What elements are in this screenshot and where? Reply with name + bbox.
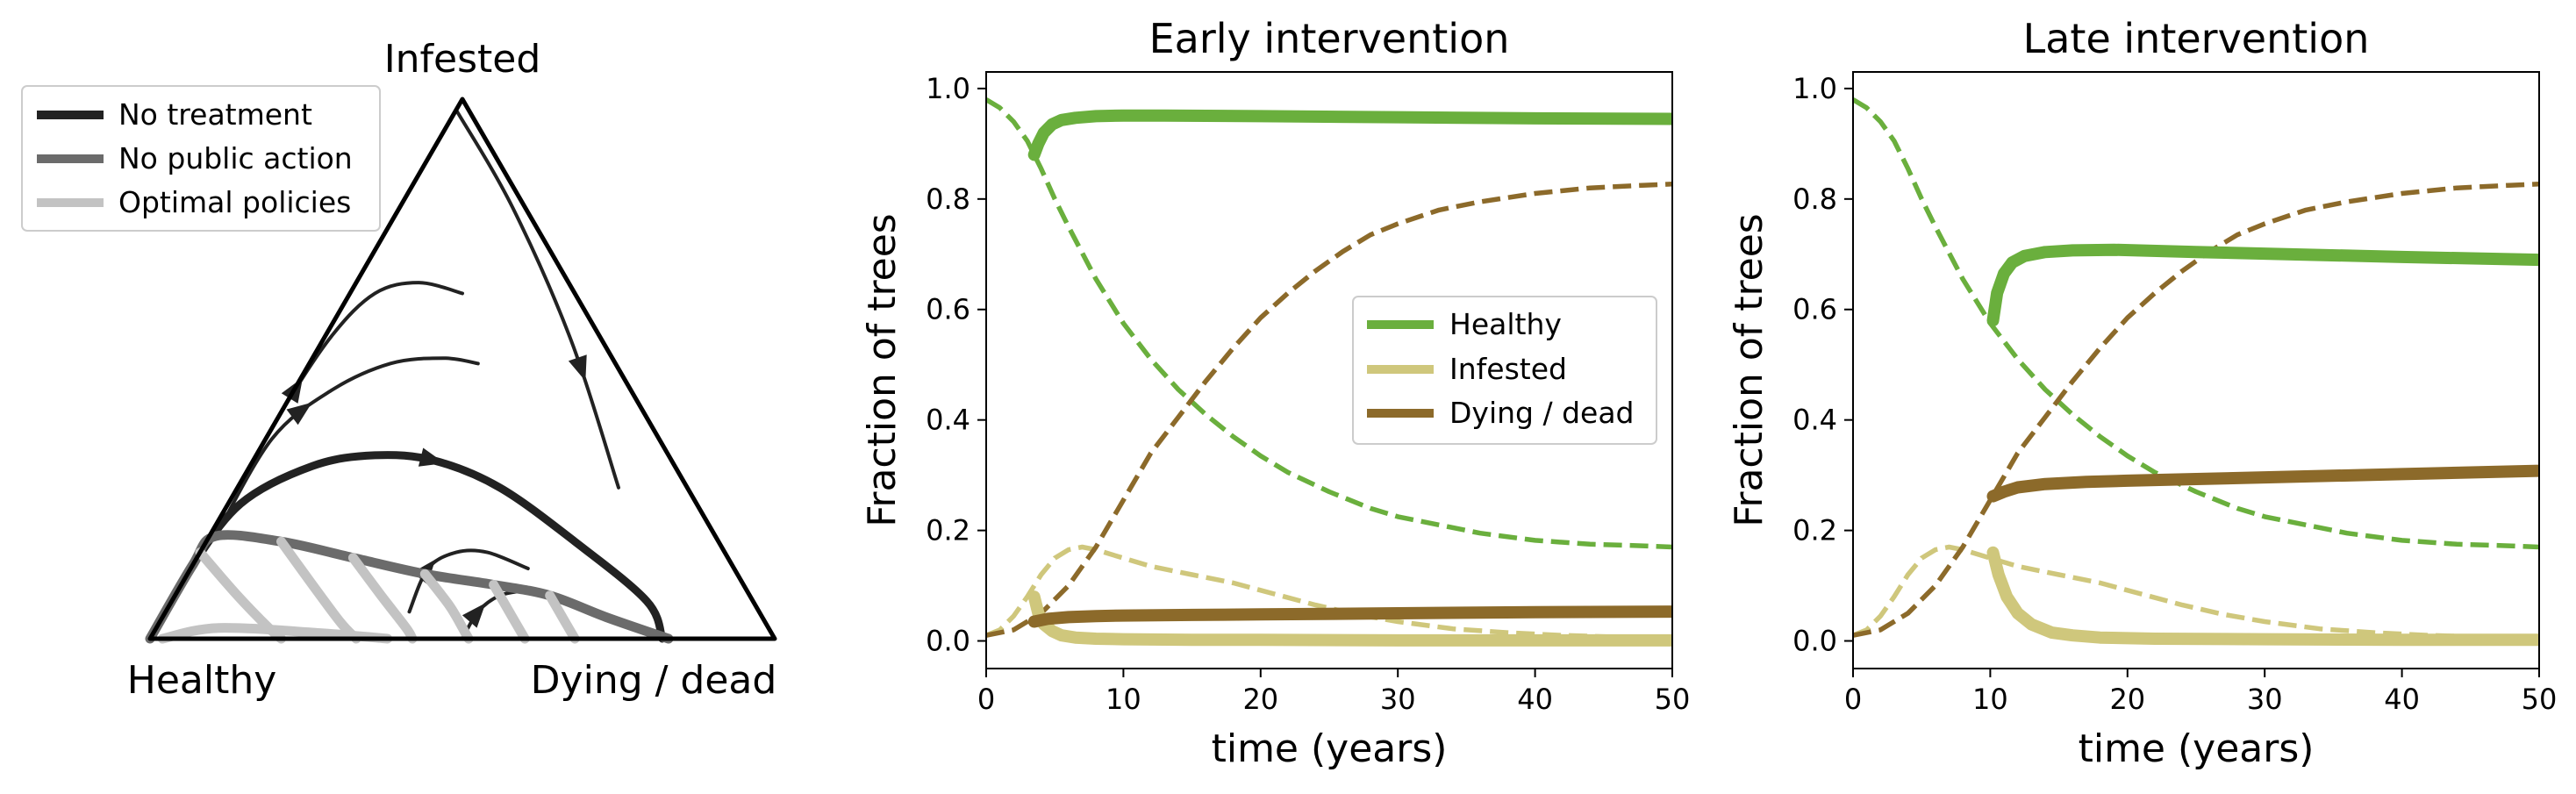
ternary-trajectory	[195, 547, 286, 644]
x-tick-label: 20	[2109, 683, 2145, 716]
legend-label-no-treatment: No treatment	[118, 97, 312, 132]
x-tick-label: 0	[977, 683, 995, 716]
x-tick-label: 30	[1380, 683, 1416, 716]
early-series	[986, 97, 1672, 647]
ternary-trajectory	[545, 590, 580, 644]
x-tick-label: 30	[2247, 683, 2283, 716]
y-tick-label: 0.2	[1792, 514, 1837, 547]
series-line-dying-solid	[1986, 464, 2539, 503]
y-tick-label: 1.0	[926, 72, 970, 105]
ternary-trajectory	[454, 108, 620, 490]
x-tick-label: 0	[1844, 683, 1862, 716]
axes-frame-late	[1852, 71, 2540, 669]
series-line-healthy-solid	[1986, 243, 2539, 327]
series-line-infested-solid	[1986, 546, 2539, 647]
ternary-legend: No treatment No public action Optimal po…	[21, 85, 381, 232]
legend-label-no-public-action: No public action	[118, 141, 353, 175]
late-intervention-chart: Late intervention 0 10 20 30 40 50 0.0 0.2 0.4 0.…	[1727, 15, 2557, 771]
legend-label-dying-dead: Dying / dead	[1449, 396, 1635, 430]
vertex-label-healthy: Healthy	[127, 658, 277, 703]
y-tick-label: 1.0	[1792, 72, 1837, 105]
legend-label-optimal-policies: Optimal policies	[118, 185, 351, 219]
y-tick-label: 0.2	[926, 514, 970, 547]
ternary-legend-box	[21, 85, 381, 232]
series-line-infested-dashed	[986, 544, 1672, 641]
early-intervention-chart: Early intervention 0 10 20 30 40 500.00.20.40…	[860, 15, 1690, 771]
y-tick-label: 0.0	[1792, 625, 1837, 658]
chart-title-early: Early intervention	[1149, 15, 1510, 62]
ternary-plot: Infested Healthy Dying / dead No treatme…	[21, 37, 777, 703]
early-legend-box	[1352, 296, 1657, 445]
x-axis-label-late: time (years)	[2079, 726, 2315, 771]
y-tick-label: 0.0	[926, 625, 970, 658]
legend-label-healthy: Healthy	[1449, 307, 1562, 341]
x-tick-label: 40	[1517, 683, 1553, 716]
series-line-healthy-dashed	[1853, 97, 2539, 550]
late-series	[1853, 97, 2539, 647]
y-tick-label: 0.8	[926, 182, 970, 216]
chart-title-late: Late intervention	[2023, 15, 2370, 62]
early-legend: Healthy Infested Dying / dead	[1352, 296, 1657, 445]
trajectory-arrowhead	[418, 447, 445, 467]
trajectory-arrowhead	[286, 402, 312, 426]
late-ticks: 0 10 20 30 40 50 0.0 0.2 0.4 0.6 0.8 1.0	[1792, 72, 2557, 716]
ternary-trajectories	[145, 108, 674, 644]
legend-label-infested: Infested	[1449, 352, 1567, 386]
y-tick-label: 0.6	[1792, 293, 1837, 326]
ternary-trajectory	[407, 548, 530, 614]
series-line-dying-dashed	[986, 182, 1672, 638]
series-line-dying-dashed	[1853, 182, 2539, 638]
trajectory-arrowhead	[462, 603, 486, 628]
trajectory-arrowhead	[568, 354, 587, 382]
y-tick-label: 0.4	[1792, 404, 1837, 437]
vertex-label-dying-dead: Dying / dead	[531, 658, 777, 703]
x-tick-label: 10	[1106, 683, 1141, 716]
x-tick-label: 50	[1655, 683, 1691, 716]
y-axis-label-late: Fraction of trees	[1727, 213, 1771, 526]
y-tick-label: 0.6	[926, 293, 970, 326]
axes-frame-early	[985, 71, 1673, 669]
series-line-infested-dashed	[1853, 544, 2539, 641]
x-tick-label: 10	[1972, 683, 2008, 716]
ternary-trajectory	[276, 536, 361, 644]
x-tick-label: 50	[2522, 683, 2558, 716]
early-ticks: 0 10 20 30 40 50 0.0 0.2 0.4 0.6 0.8 1.0	[926, 72, 1690, 716]
y-axis-label-early: Fraction of trees	[860, 213, 905, 526]
x-tick-label: 40	[2384, 683, 2420, 716]
ternary-triangle	[147, 97, 777, 641]
series-line-healthy-dashed	[986, 97, 1672, 550]
ternary-trajectory	[213, 356, 480, 539]
x-axis-label-early: time (years)	[1212, 726, 1448, 771]
series-line-dying-solid	[1027, 605, 1672, 628]
x-tick-label: 20	[1242, 683, 1278, 716]
y-tick-label: 0.8	[1792, 182, 1837, 216]
series-line-healthy-solid	[1027, 109, 1672, 161]
vertex-label-infested: Infested	[384, 37, 541, 82]
ternary-trajectory	[347, 553, 418, 644]
y-tick-label: 0.4	[926, 404, 970, 437]
